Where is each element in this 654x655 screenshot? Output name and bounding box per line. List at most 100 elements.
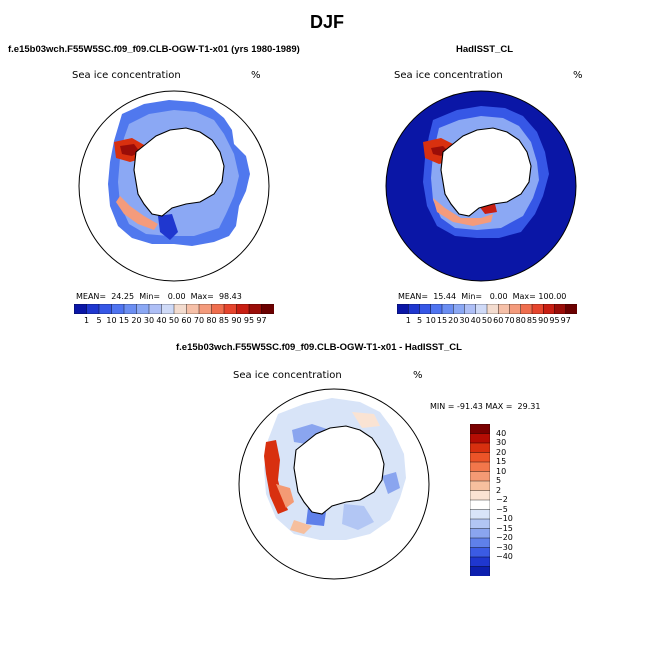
colorbar-tick-label: 80	[515, 316, 526, 325]
colorbar-tick-label: 85	[526, 316, 538, 325]
colorbar-tick-label: 60	[181, 316, 192, 325]
colorbar-swatch	[86, 304, 100, 314]
colorbar-tick-label: 30	[143, 316, 155, 325]
colorbar-tick-label: 40	[470, 316, 481, 325]
diff-colorbar-swatch	[470, 471, 490, 482]
colorbar-tick-label: 95	[549, 316, 560, 325]
colorbar-swatch	[419, 304, 432, 314]
colorbar-swatch	[148, 304, 163, 314]
colorbar-swatch	[453, 304, 466, 314]
diff-colorbar-tick-label: 5	[496, 476, 502, 485]
diff-colorbar-tick-label: −10	[496, 514, 513, 523]
panel-3-diff-blue-patch-3	[382, 472, 400, 494]
diff-colorbar-swatch	[470, 528, 490, 539]
colorbar-swatch	[486, 304, 499, 314]
panel-3-diff-peach-patch	[352, 412, 380, 428]
colorbar-swatch	[223, 304, 238, 314]
panel-2-variable-label: Sea ice concentration	[394, 70, 503, 81]
diff-colorbar-swatch	[470, 547, 490, 558]
panel-2-antarctica-outline	[440, 127, 532, 217]
panel-3-diff-peach-patch-2	[290, 520, 312, 534]
diff-colorbar-swatch	[470, 480, 490, 492]
colorbar-swatch	[198, 304, 213, 314]
panel-1-title: f.e15b03wch.F55W5SC.f09_f09.CLB-OGW-T1-x…	[8, 44, 300, 55]
panel-2-colorbar-labels: 1 5 10 15 20 30 40 50 60 70 80 85 90 95 97	[397, 316, 577, 328]
colorbar-swatch	[543, 304, 556, 314]
diff-colorbar-swatch	[470, 556, 490, 568]
colorbar-tick-label: 50	[481, 316, 493, 325]
colorbar-tick-label: 10	[106, 316, 117, 325]
colorbar-swatch	[475, 304, 488, 314]
colorbar-tick-label: 20	[131, 316, 142, 325]
panel-3-variable-label: Sea ice concentration	[233, 370, 342, 381]
diff-colorbar-tick-label: 30	[496, 438, 507, 447]
panel-2-colorbar	[397, 304, 577, 314]
colorbar-tick-label: 97	[256, 316, 267, 325]
main-title: DJF	[309, 12, 344, 32]
panel-1-variable-label: Sea ice concentration	[72, 70, 181, 81]
diff-colorbar-swatch	[470, 452, 490, 463]
colorbar-tick-label: 40	[156, 316, 167, 325]
colorbar-tick-label: 5	[96, 316, 102, 325]
colorbar-swatch	[520, 304, 533, 314]
colorbar-tick-label: 60	[493, 316, 504, 325]
diff-colorbar-tick-label: −2	[496, 495, 508, 504]
panel-3-diff-red-strip	[264, 440, 288, 514]
panel-1-ice-coastal-orange	[116, 196, 158, 230]
colorbar-tick-label: 90	[538, 316, 549, 325]
diff-colorbar-swatch	[470, 518, 490, 530]
diff-colorbar-swatch	[470, 442, 490, 454]
colorbar-tick-label: 97	[560, 316, 571, 325]
colorbar-tick-label: 20	[448, 316, 459, 325]
colorbar-tick-label: 1	[83, 316, 90, 325]
colorbar-swatch	[531, 304, 544, 314]
colorbar-swatch	[261, 304, 274, 314]
colorbar-tick-label: 1	[405, 316, 411, 325]
colorbar-swatch	[173, 304, 188, 314]
colorbar-swatch	[161, 304, 175, 314]
colorbar-tick-label: 15	[118, 316, 130, 325]
colorbar-tick-label: 95	[243, 316, 255, 325]
colorbar-tick-label: 80	[206, 316, 217, 325]
colorbar-swatch	[464, 304, 477, 314]
panel-3-colorbar	[470, 424, 490, 576]
colorbar-swatch	[74, 304, 88, 314]
diff-colorbar-swatch	[470, 433, 490, 444]
diff-colorbar-tick-label: −5	[496, 504, 508, 514]
diff-colorbar-swatch	[470, 499, 490, 511]
diff-colorbar-tick-label: −15	[496, 523, 513, 533]
panel-1-colorbar-labels: 1 5 10 15 20 30 40 50 60 70 80 85 90 95 97	[74, 316, 274, 328]
panel-1-stats: MEAN= 24.25 Min= 0.00 Max= 98.43	[76, 292, 242, 301]
colorbar-swatch	[430, 304, 443, 314]
colorbar-swatch	[186, 304, 200, 314]
panel-1-units-label: %	[251, 70, 261, 81]
panel-2-title: HadISST_CL	[456, 44, 514, 55]
panel-3-colorbar-labels: 40 30 20 15 10 5 2 −2 −5 −10 −15 −20 −30 −40	[496, 424, 526, 576]
colorbar-swatch	[565, 304, 577, 314]
colorbar-swatch	[441, 304, 454, 314]
colorbar-swatch	[123, 304, 138, 314]
colorbar-swatch	[211, 304, 225, 314]
panel-2-polar-map	[385, 90, 577, 282]
diff-colorbar-swatch	[470, 566, 490, 576]
colorbar-swatch	[236, 304, 250, 314]
panel-3-stats: MIN = -91.43 MAX = 29.31	[430, 402, 541, 411]
panel-3-diff-blue-patch-2	[342, 504, 374, 530]
colorbar-tick-label: 50	[168, 316, 180, 325]
colorbar-tick-label: 15	[436, 316, 448, 325]
diff-colorbar-swatch	[470, 509, 490, 520]
diff-colorbar-tick-label: 20	[496, 447, 507, 457]
panel-1-antarctica-outline	[133, 127, 225, 217]
panel-2-stats: MEAN= 15.44 Min= 0.00 Max= 100.00	[398, 292, 567, 301]
diff-colorbar-swatch	[470, 424, 490, 435]
panel-2-units-label: %	[573, 70, 583, 81]
diff-colorbar-swatch	[470, 490, 490, 501]
colorbar-swatch	[98, 304, 113, 314]
colorbar-swatch	[498, 304, 511, 314]
colorbar-swatch	[136, 304, 150, 314]
diff-colorbar-tick-label: −40	[496, 552, 513, 561]
panel-3-antarctica-outline	[293, 425, 385, 515]
diff-colorbar-tick-label: 40	[496, 428, 507, 438]
diff-colorbar-tick-label: 10	[496, 466, 507, 476]
panel-3-polar-map	[238, 388, 430, 580]
